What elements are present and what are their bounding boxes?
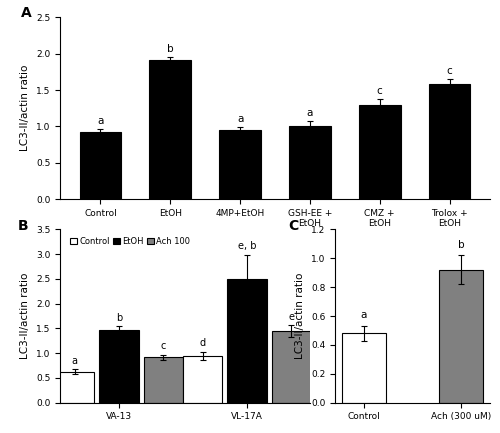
Text: b: b <box>458 240 464 250</box>
Bar <box>55 372 94 403</box>
Text: C: C <box>288 219 299 233</box>
Bar <box>150 60 191 199</box>
Bar <box>359 105 401 199</box>
Bar <box>228 279 266 403</box>
Legend: Control, EtOH, Ach 100: Control, EtOH, Ach 100 <box>66 234 194 249</box>
Bar <box>439 270 483 403</box>
Y-axis label: LC3-II/actin ratio: LC3-II/actin ratio <box>296 273 306 359</box>
Text: a: a <box>98 116 103 126</box>
Bar <box>342 333 386 403</box>
Text: c: c <box>377 86 382 96</box>
Text: a: a <box>237 114 244 124</box>
Text: b: b <box>116 313 122 323</box>
Text: c: c <box>160 341 166 351</box>
Y-axis label: LC3-II/actin ratio: LC3-II/actin ratio <box>20 273 30 359</box>
Text: a: a <box>360 310 367 320</box>
Bar <box>289 126 331 199</box>
Text: e: e <box>288 311 294 322</box>
Bar <box>80 132 122 199</box>
Bar <box>183 355 222 403</box>
Text: B: B <box>18 219 28 233</box>
Text: a: a <box>306 108 313 119</box>
Text: A: A <box>22 6 32 20</box>
Text: b: b <box>167 44 173 54</box>
Bar <box>428 84 470 199</box>
Text: d: d <box>200 338 206 348</box>
Text: e, b: e, b <box>238 241 256 251</box>
Bar <box>100 330 138 403</box>
Bar <box>219 130 261 199</box>
Bar <box>272 331 311 403</box>
Y-axis label: LC3-II/actin ratio: LC3-II/actin ratio <box>20 65 30 152</box>
Text: c: c <box>446 66 452 76</box>
Bar <box>144 357 183 403</box>
Text: a: a <box>72 355 78 365</box>
